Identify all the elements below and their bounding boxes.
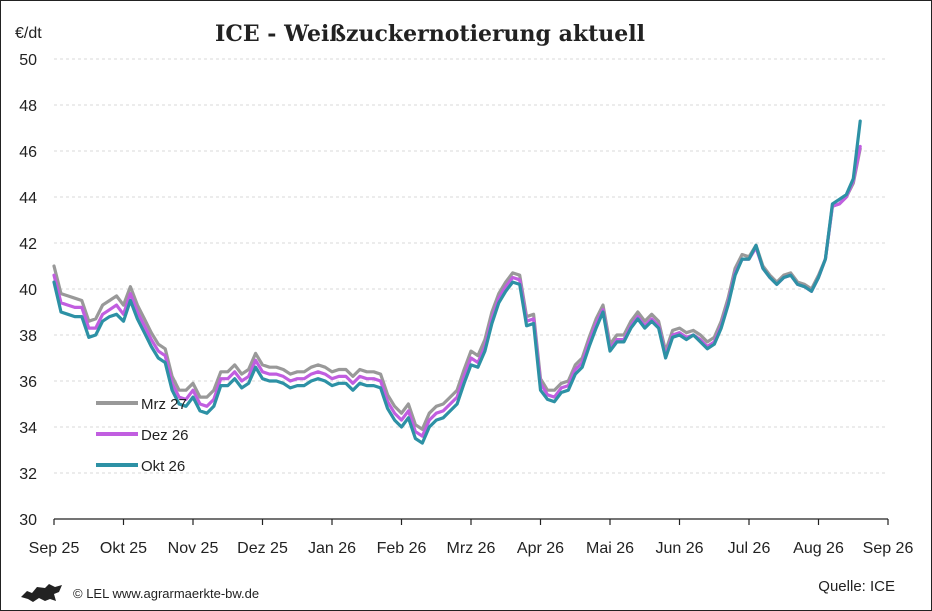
x-tick-label: Jun 26 [655, 540, 703, 557]
x-tick-label: Nov 25 [168, 540, 219, 557]
series-lines [52, 119, 862, 445]
x-tick-label: Okt 25 [100, 540, 147, 557]
x-tick-label: Jan 26 [308, 540, 356, 557]
y-tick-label: 46 [19, 144, 37, 161]
legend-label-0: Mrz 27 [141, 396, 187, 413]
x-tick-label: Jul 26 [728, 540, 771, 557]
legend: Mrz 27 Dez 26 Okt 26 [96, 396, 189, 475]
x-tick-label: Sep 25 [29, 540, 80, 557]
x-tick-label: Sep 26 [863, 540, 914, 557]
x-tick-label: Apr 26 [517, 540, 564, 557]
y-axis-unit: €/dt [15, 25, 42, 42]
x-tick-label: Mai 26 [586, 540, 634, 557]
y-tick-label: 50 [19, 52, 37, 69]
lion-logo-icon [21, 584, 62, 602]
y-tick-labels: 30 32 34 36 38 40 42 44 46 48 50 [19, 52, 37, 529]
x-axis: Sep 25 Okt 25 Nov 25 Dez 25 Jan 26 Feb 26 Mrz … [29, 518, 914, 557]
x-tick-label: Mrz 26 [447, 540, 496, 557]
y-tick-label: 44 [19, 190, 37, 207]
y-tick-label: 34 [19, 420, 37, 437]
y-tick-label: 40 [19, 282, 37, 299]
y-tick-label: 30 [19, 512, 37, 529]
x-tick-label: Feb 26 [377, 540, 427, 557]
series-line-2 [52, 119, 862, 445]
footer-credit: © LEL www.agrarmaerkte-bw.de [73, 586, 259, 601]
chart-title: ICE - Weißzuckernotierung aktuell [215, 21, 645, 47]
x-tick-label: Aug 26 [793, 540, 844, 557]
legend-label-2: Okt 26 [141, 458, 185, 475]
x-tick-label: Dez 25 [237, 540, 288, 557]
y-tick-label: 42 [19, 236, 37, 253]
y-tick-label: 32 [19, 466, 37, 483]
legend-label-1: Dez 26 [141, 427, 189, 444]
y-tick-label: 36 [19, 374, 37, 391]
grid-lines [54, 58, 888, 474]
source-note: Quelle: ICE [818, 578, 895, 595]
y-tick-label: 38 [19, 328, 37, 345]
y-tick-label: 48 [19, 98, 37, 115]
